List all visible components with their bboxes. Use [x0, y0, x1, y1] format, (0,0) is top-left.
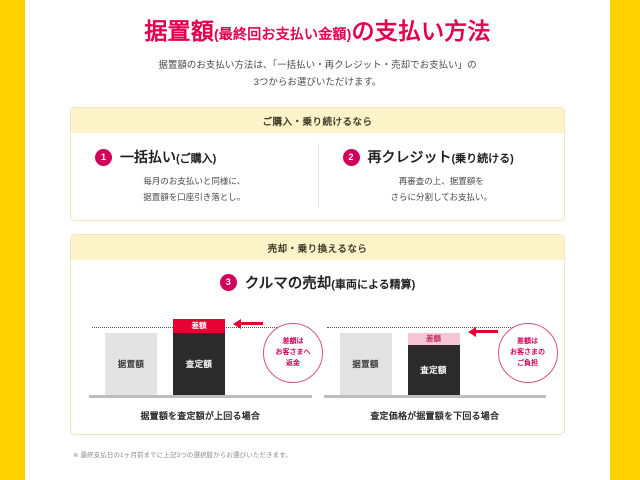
- option-re-credit-header: 2 再クレジット(乗り続ける): [333, 147, 551, 167]
- option-number-badge-3: 3: [219, 273, 237, 291]
- chart-a-caption: 据置額を査定額が上回る場合: [140, 410, 261, 421]
- page-title-parenthetical: (最終回お支払い金額): [213, 26, 352, 42]
- chart-a-bar-difference: 差額: [173, 318, 225, 333]
- page-subtitle: 据置額のお支払い方法は、「一括払い・再クレジット・売却でお支払い」の 3つからお…: [25, 58, 610, 91]
- chart-b-bubble-line-1: 差額は: [517, 337, 538, 345]
- chart-b-bar-residual: 据置額: [339, 332, 392, 395]
- option-lump-sum-desc-line-1: 毎月のお支払いと同様に、: [143, 176, 246, 187]
- option-re-credit-desc-line-2: さらに分割してお支払い。: [390, 191, 493, 202]
- option-re-credit-description: 再審査の上、据置額を さらに分割してお支払い。: [333, 174, 551, 205]
- option-number-badge-2: 2: [342, 148, 360, 166]
- chart-a-bubble-line-2: お客さまへ: [275, 349, 311, 357]
- panel-sell-trade-in-body: 3 クルマの売却(車両による精算) 据置額: [71, 260, 564, 434]
- chart-b-bar-appraisal-label: 査定額: [420, 364, 447, 375]
- page-title: 据置額(最終回お支払い金額)の支払い方法: [25, 12, 610, 46]
- chart-b-plot: 据置額 査定額 差額: [322, 305, 558, 400]
- panel-sell-trade-in: 売却・乗り換えるなら 3 クルマの売却(車両による精算) 据置額: [70, 233, 565, 435]
- chart-a-refund-bubble-text: 差額は お客さまへ 返金: [276, 336, 311, 370]
- option-re-credit-title: 再クレジット(乗り続ける): [368, 147, 514, 167]
- chart-a-bar-residual-label: 据置額: [117, 358, 145, 369]
- chart-b-bar-difference-label: 差額: [426, 334, 441, 344]
- left-yellow-edge-bar: [0, 0, 25, 480]
- option-lump-sum-payment[interactable]: 1 一括払い(ご購入) 毎月のお支払いと同様に、 据置額を口座引き落とし。: [71, 143, 318, 207]
- chart-a-bar-difference-label: 差額: [191, 321, 207, 331]
- chart-b-bar-difference: 差額: [407, 332, 460, 345]
- option-lump-sum-title-main: 一括払い: [120, 149, 176, 166]
- panel-keep-driving: ご購入・乗り続けるなら 1 一括払い(ご購入) 毎月のお支払いと同様に、 据置額…: [70, 107, 565, 221]
- option-lump-sum-desc-line-2: 据置額を口座引き落とし。: [143, 191, 246, 202]
- right-yellow-edge-bar: [610, 0, 640, 480]
- page-title-main-first: 据置額: [144, 18, 214, 44]
- page-title-main-second: の支払い方法: [351, 18, 491, 44]
- chart-b-arrow-icon: [467, 326, 498, 337]
- option-number-badge-1: 1: [95, 148, 112, 166]
- chart-a-arrow-icon: [233, 318, 263, 329]
- chart-appraisal-below-residual: 据置額 査定額 差額: [318, 305, 558, 422]
- panel-keep-driving-body: 1 一括払い(ご購入) 毎月のお支払いと同様に、 据置額を口座引き落とし。 2 …: [71, 133, 564, 219]
- chart-b-bar-residual-label: 据置額: [352, 358, 379, 369]
- option-vehicle-sale-header[interactable]: 3 クルマの売却(車両による精算): [71, 272, 564, 293]
- chart-a-bar-appraisal: 査定額: [173, 332, 225, 395]
- footnote: ※ 最終支払日の1ヶ月前までに上記3つの選択肢からお選びいただきます。: [73, 451, 292, 459]
- page-subtitle-line-1: 据置額のお支払い方法は、「一括払い・再クレジット・売却でお支払い」の: [158, 60, 477, 71]
- chart-b-bar-appraisal: 査定額: [407, 344, 460, 395]
- option-lump-sum-description: 毎月のお支払いと同様に、 据置額を口座引き落とし。: [85, 174, 304, 205]
- chart-b-burden-bubble: 差額は お客さまの ご負担: [497, 322, 558, 383]
- settlement-charts: 据置額 査定額 差額: [71, 305, 564, 422]
- option-vehicle-sale-title-main: クルマの売却: [244, 275, 332, 292]
- option-re-credit[interactable]: 2 再クレジット(乗り続ける) 再審査の上、据置額を さらに分割してお支払い。: [317, 143, 565, 208]
- chart-a-arrow-head: [233, 318, 241, 329]
- chart-a-refund-bubble: 差額は お客さまへ 返金: [263, 322, 323, 383]
- chart-b-bubble-line-3: ご負担: [517, 360, 538, 368]
- chart-a-bar-residual: 据置額: [105, 332, 157, 395]
- chart-a-bars: 据置額 査定額 差額: [87, 305, 314, 400]
- page-content: 据置額(最終回お支払い金額)の支払い方法 据置額のお支払い方法は、「一括払い・再…: [25, 0, 610, 480]
- chart-a-baseline: [89, 394, 312, 398]
- chart-a-plot: 据置額 査定額 差額: [87, 305, 323, 400]
- option-re-credit-title-main: 再クレジット: [367, 149, 452, 166]
- option-vehicle-sale-title-sub: (車両による精算): [331, 278, 416, 291]
- chart-b-residual-guide-line: [326, 326, 543, 328]
- chart-b-caption: 査定価格が据置額を下回る場合: [370, 410, 500, 421]
- option-re-credit-title-sub: (乗り続ける): [451, 153, 514, 166]
- option-re-credit-desc-line-1: 再審査の上、据置額を: [398, 176, 484, 187]
- chart-appraisal-above-residual: 据置額 査定額 差額: [83, 305, 323, 422]
- chart-a-bubble-line-3: 返金: [286, 360, 300, 368]
- chart-b-baseline: [323, 394, 546, 398]
- chart-b-burden-bubble-text: 差額は お客さまの ご負担: [510, 336, 545, 370]
- chart-b-arrow-shaft: [475, 330, 498, 334]
- panel-keep-driving-heading: ご購入・乗り続けるなら: [71, 108, 564, 134]
- options-row: 1 一括払い(ご購入) 毎月のお支払いと同様に、 据置額を口座引き落とし。 2 …: [71, 143, 565, 208]
- option-lump-sum-title-sub: (ご購入): [176, 153, 217, 166]
- option-vehicle-sale-title: クルマの売却(車両による精算): [245, 272, 416, 293]
- chart-b-bars: 据置額 査定額 差額: [322, 305, 549, 400]
- chart-b-bubble-line-2: お客さまの: [510, 349, 545, 357]
- panel-sell-trade-in-heading: 売却・乗り換えるなら: [71, 234, 564, 260]
- chart-a-arrow-shaft: [241, 322, 263, 326]
- option-lump-sum-title: 一括払い(ご購入): [120, 147, 216, 167]
- chart-a-bubble-line-1: 差額は: [282, 337, 304, 345]
- chart-b-arrow-head: [467, 326, 476, 337]
- option-lump-sum-header: 1 一括払い(ご購入): [85, 147, 304, 167]
- chart-a-bar-appraisal-label: 査定額: [185, 358, 213, 369]
- page-subtitle-line-2: 3つからお選びいただけます。: [253, 76, 382, 88]
